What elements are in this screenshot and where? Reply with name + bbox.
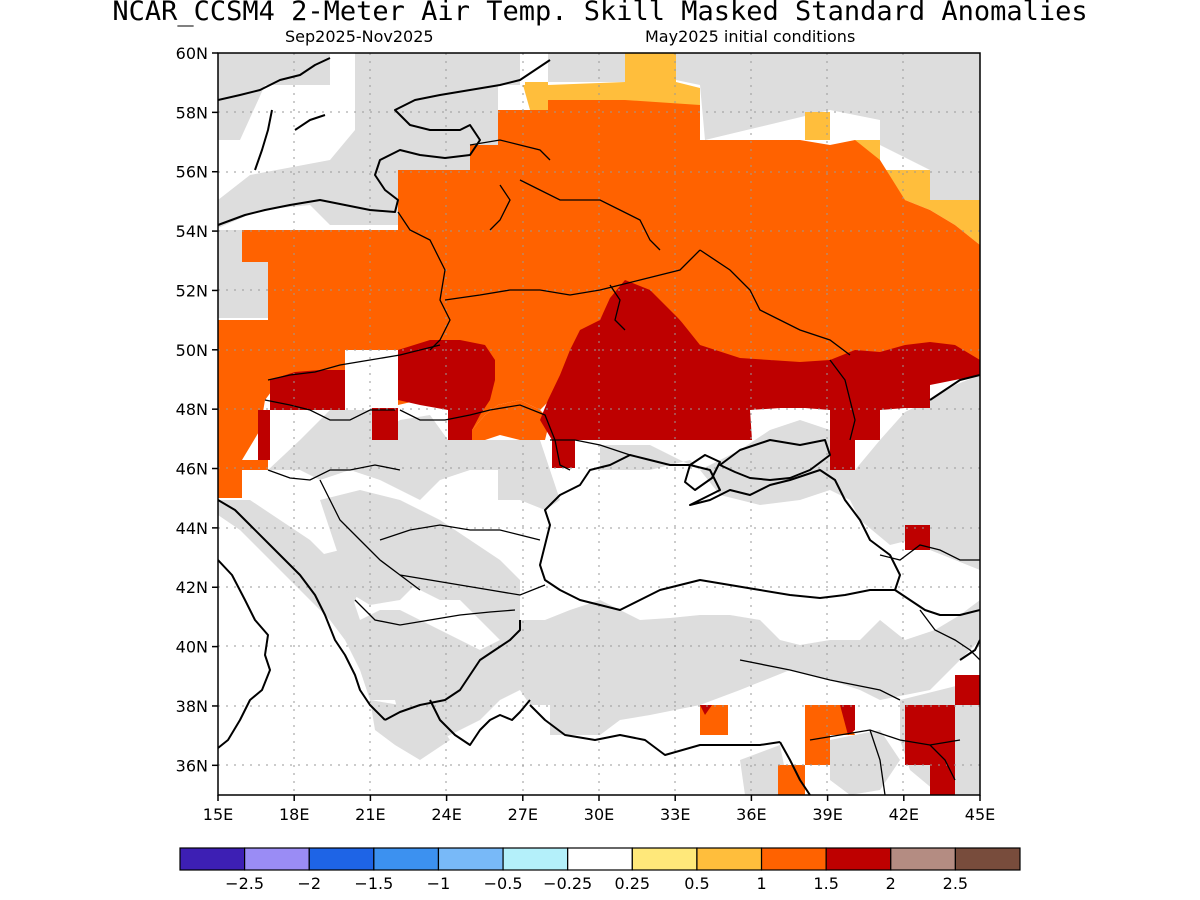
colorbar-swatch [954, 847, 1021, 871]
map-title: NCAR_CCSM4 2-Meter Air Temp. Skill Maske… [112, 0, 1088, 27]
colorbar-label: −2 [297, 874, 321, 893]
lon-tick-label: 15E [203, 805, 233, 824]
lon-tick-label: 42E [889, 805, 919, 824]
anomaly-2-2.5 [258, 280, 980, 795]
anomaly-1-1.5 [523, 53, 980, 245]
colorbar-label: 0.25 [614, 874, 650, 893]
longitude-axis: 15E 18E 21E 24E 27E 30E 33E 36E 39E 42E 45E [203, 795, 995, 824]
colorbar-swatch [760, 847, 827, 871]
lon-tick-label: 45E [965, 805, 995, 824]
colorbar-swatch [890, 847, 956, 871]
lat-tick-label: 58N [176, 103, 208, 122]
lat-tick-label: 36N [176, 756, 208, 775]
colorbar-swatch [244, 847, 310, 871]
lon-tick-label: 36E [736, 805, 766, 824]
initial-conditions: May2025 initial conditions [645, 27, 856, 46]
colorbar-swatch [825, 847, 892, 871]
forecast-period: Sep2025-Nov2025 [285, 27, 434, 46]
colorbar-swatch [179, 847, 246, 871]
masked-regions [218, 53, 980, 795]
colorbar-label: −1.5 [354, 874, 393, 893]
lon-tick-label: 21E [355, 805, 385, 824]
colorbar-label: −0.5 [484, 874, 523, 893]
lat-tick-label: 56N [176, 163, 208, 182]
lat-tick-label: 44N [176, 519, 208, 538]
lon-tick-label: 39E [812, 805, 842, 824]
lat-tick-label: 48N [176, 400, 208, 419]
colorbar-label: −1 [427, 874, 451, 893]
lon-tick-label: 27E [508, 805, 538, 824]
lon-tick-label: 24E [431, 805, 461, 824]
colorbar-swatch [502, 847, 569, 871]
colorbar-label: −0.25 [543, 874, 592, 893]
country-borders [264, 139, 980, 795]
colorbar-label: −2.5 [225, 874, 264, 893]
colorbar-label: 1.5 [813, 874, 838, 893]
lat-tick-label: 38N [176, 697, 208, 716]
lon-tick-label: 18E [279, 805, 309, 824]
lat-tick-label: 50N [176, 341, 208, 360]
coastlines [218, 57, 980, 795]
lon-tick-label: 33E [660, 805, 690, 824]
lat-tick-label: 60N [176, 44, 208, 63]
colorbar-swatch [437, 847, 504, 871]
colorbar-label: 2 [886, 874, 896, 893]
lat-tick-label: 42N [176, 578, 208, 597]
lat-tick-label: 52N [176, 281, 208, 300]
colorbar-label: 0.5 [684, 874, 709, 893]
lat-tick-label: 54N [176, 222, 208, 241]
colorbar-swatch [631, 847, 698, 871]
latitude-axis: 60N 58N 56N 54N 52N 50N 48N 46N 44N 42N 40N 38N 36N [176, 44, 218, 775]
colorbar-swatch [308, 847, 375, 871]
colorbar-swatch [696, 847, 763, 871]
colorbar: −2.5 −2 −1.5 −1 −0.5 −0.25 0.25 0.5 1 1.5 2 2.5 [179, 847, 1021, 893]
colorbar-swatch [567, 847, 633, 871]
colorbar-label: 1 [756, 874, 766, 893]
lat-tick-label: 46N [176, 460, 208, 479]
colorbar-swatch [373, 847, 440, 871]
colorbar-label: 2.5 [943, 874, 968, 893]
lon-tick-label: 30E [584, 805, 614, 824]
lat-tick-label: 40N [176, 638, 208, 657]
